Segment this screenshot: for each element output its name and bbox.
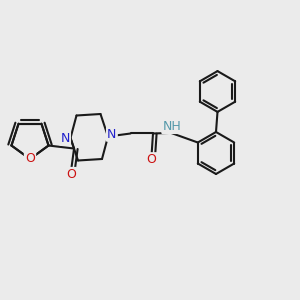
Text: NH: NH	[163, 120, 181, 133]
Text: O: O	[147, 153, 156, 167]
Text: O: O	[25, 152, 35, 166]
Text: O: O	[66, 168, 76, 181]
Text: N: N	[107, 128, 117, 141]
Text: N: N	[60, 131, 70, 145]
